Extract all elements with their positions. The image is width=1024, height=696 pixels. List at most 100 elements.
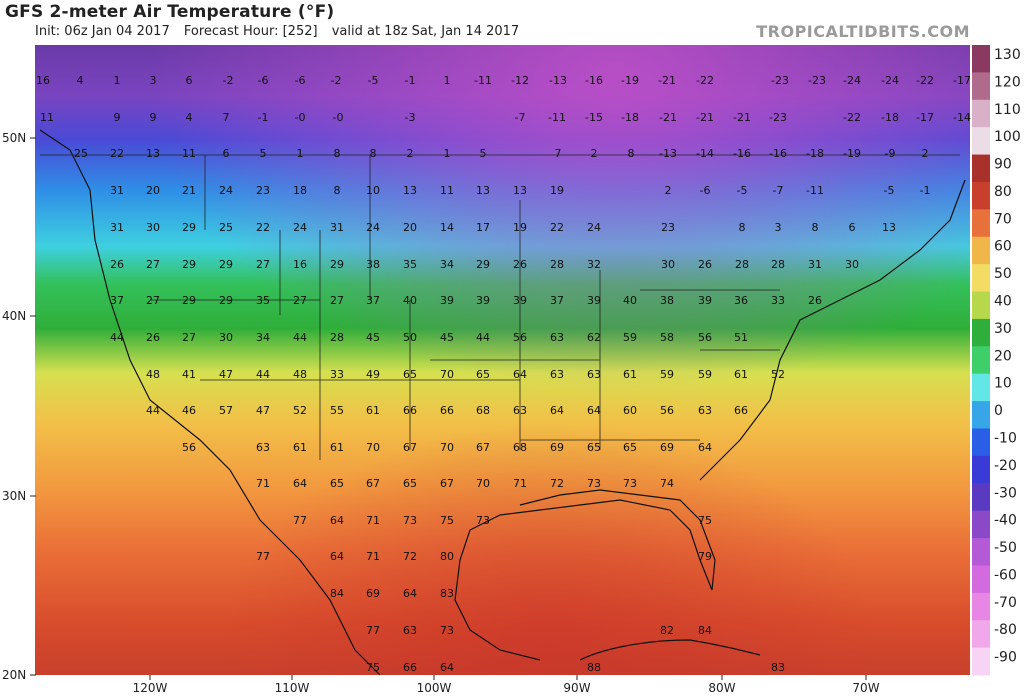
colorbar-tick-label: 130 bbox=[994, 47, 1021, 63]
temperature-value: 19 bbox=[550, 184, 564, 197]
temperature-value: -6 bbox=[258, 74, 269, 87]
temperature-value: 65 bbox=[330, 477, 344, 490]
temperature-value: 1 bbox=[444, 147, 451, 160]
temperature-value: 65 bbox=[403, 368, 417, 381]
colorbar-segment bbox=[972, 565, 990, 594]
temperature-value: 26 bbox=[110, 258, 124, 271]
temperature-value: -1 bbox=[258, 111, 269, 124]
colorbar-tick-label: -80 bbox=[994, 622, 1017, 638]
temperature-value: 3 bbox=[150, 74, 157, 87]
temperature-value: -19 bbox=[621, 74, 639, 87]
temperature-value: 32 bbox=[587, 258, 601, 271]
temperature-value: 56 bbox=[182, 441, 196, 454]
temperature-value: 6 bbox=[849, 221, 856, 234]
temperature-value: 37 bbox=[550, 294, 564, 307]
temperature-value: 2 bbox=[665, 184, 672, 197]
temperature-value: 5 bbox=[480, 147, 487, 160]
temperature-value: 25 bbox=[219, 221, 233, 234]
temperature-value: 29 bbox=[219, 294, 233, 307]
temperature-value: 18 bbox=[293, 184, 307, 197]
temperature-value: 52 bbox=[293, 404, 307, 417]
lat-axis: 50N 40N 30N 20N bbox=[2, 131, 36, 682]
temperature-value: 88 bbox=[587, 661, 601, 674]
colorbar-tick-label: 50 bbox=[994, 266, 1012, 282]
temperature-value: 31 bbox=[808, 258, 822, 271]
temperature-value: -21 bbox=[658, 74, 676, 87]
colorbar-segment bbox=[972, 401, 990, 429]
colorbar-segment bbox=[972, 483, 990, 512]
temperature-value: 1 bbox=[297, 147, 304, 160]
temperature-value: 62 bbox=[587, 331, 601, 344]
temperature-value: 74 bbox=[660, 477, 674, 490]
temperature-value: 47 bbox=[256, 404, 270, 417]
colorbar-tick-label: -20 bbox=[994, 458, 1017, 474]
lon-label: 110W bbox=[275, 681, 310, 695]
lon-label: 80W bbox=[708, 681, 735, 695]
temperature-value: 48 bbox=[146, 368, 160, 381]
temperature-value: -16 bbox=[769, 147, 787, 160]
colorbar-tick-label: -50 bbox=[994, 540, 1017, 556]
colorbar-tick-label: -70 bbox=[994, 595, 1017, 611]
temperature-value: -2 bbox=[223, 74, 234, 87]
temperature-value: 17 bbox=[476, 221, 490, 234]
temperature-value: 63 bbox=[513, 404, 527, 417]
temperature-value: 46 bbox=[182, 404, 196, 417]
temperature-value: 2 bbox=[407, 147, 414, 160]
colorbar-tick-label: 70 bbox=[994, 211, 1012, 227]
colorbar-tick-label: -60 bbox=[994, 567, 1017, 583]
temperature-value: 67 bbox=[440, 477, 454, 490]
temperature-value: 33 bbox=[771, 294, 785, 307]
temperature-value: 66 bbox=[734, 404, 748, 417]
temperature-value: 44 bbox=[256, 368, 270, 381]
temperature-value: 28 bbox=[771, 258, 785, 271]
temperature-value: 29 bbox=[182, 258, 196, 271]
colorbar-segment bbox=[972, 455, 990, 484]
temperature-value: 28 bbox=[735, 258, 749, 271]
temperature-value: -17 bbox=[916, 111, 934, 124]
temperature-value: 50 bbox=[403, 331, 417, 344]
temperature-value: 28 bbox=[550, 258, 564, 271]
temperature-value: 77 bbox=[293, 514, 307, 527]
temperature-value: 39 bbox=[587, 294, 601, 307]
lat-label: 30N bbox=[2, 489, 26, 503]
colorbar-segment bbox=[972, 538, 990, 566]
temperature-value: 23 bbox=[256, 184, 270, 197]
temperature-value: 71 bbox=[366, 514, 380, 527]
colorbar-segment bbox=[972, 181, 990, 210]
temperature-value: 59 bbox=[660, 368, 674, 381]
temperature-value: 1 bbox=[114, 74, 121, 87]
temperature-value: 63 bbox=[587, 368, 601, 381]
temperature-value: 49 bbox=[366, 368, 380, 381]
temperature-value: -13 bbox=[549, 74, 567, 87]
colorbar-tick-label: 100 bbox=[994, 129, 1021, 145]
colorbar-segment bbox=[972, 373, 990, 402]
colorbar-segment bbox=[972, 346, 990, 375]
temperature-value: 11 bbox=[182, 147, 196, 160]
temperature-value: 24 bbox=[293, 221, 307, 234]
temperature-value: 9 bbox=[150, 111, 157, 124]
temperature-value: 68 bbox=[476, 404, 490, 417]
lat-label: 40N bbox=[2, 309, 26, 323]
temperature-value: 8 bbox=[334, 184, 341, 197]
temperature-value: 66 bbox=[440, 404, 454, 417]
temperature-value: 83 bbox=[771, 661, 785, 674]
temperature-value: -3 bbox=[405, 111, 416, 124]
colorbar-tick-label: 40 bbox=[994, 294, 1012, 310]
temperature-value: 2 bbox=[922, 147, 929, 160]
temperature-value: 45 bbox=[440, 331, 454, 344]
temperature-value: 83 bbox=[440, 587, 454, 600]
temperature-value: -18 bbox=[806, 147, 824, 160]
temperature-value: 29 bbox=[182, 294, 196, 307]
colorbar-tick-label: 110 bbox=[994, 102, 1021, 118]
lon-label: 90W bbox=[563, 681, 590, 695]
temperature-value: 64 bbox=[550, 404, 564, 417]
brand-link[interactable]: TROPICALTIDBITS.COM bbox=[756, 22, 970, 41]
temperature-value: -14 bbox=[953, 111, 971, 124]
temperature-value: -18 bbox=[881, 111, 899, 124]
temperature-value: 72 bbox=[403, 550, 417, 563]
temperature-value: 57 bbox=[219, 404, 233, 417]
temperature-value: 19 bbox=[513, 221, 527, 234]
temperature-value: 31 bbox=[110, 184, 124, 197]
temperature-value: -1 bbox=[405, 74, 416, 87]
